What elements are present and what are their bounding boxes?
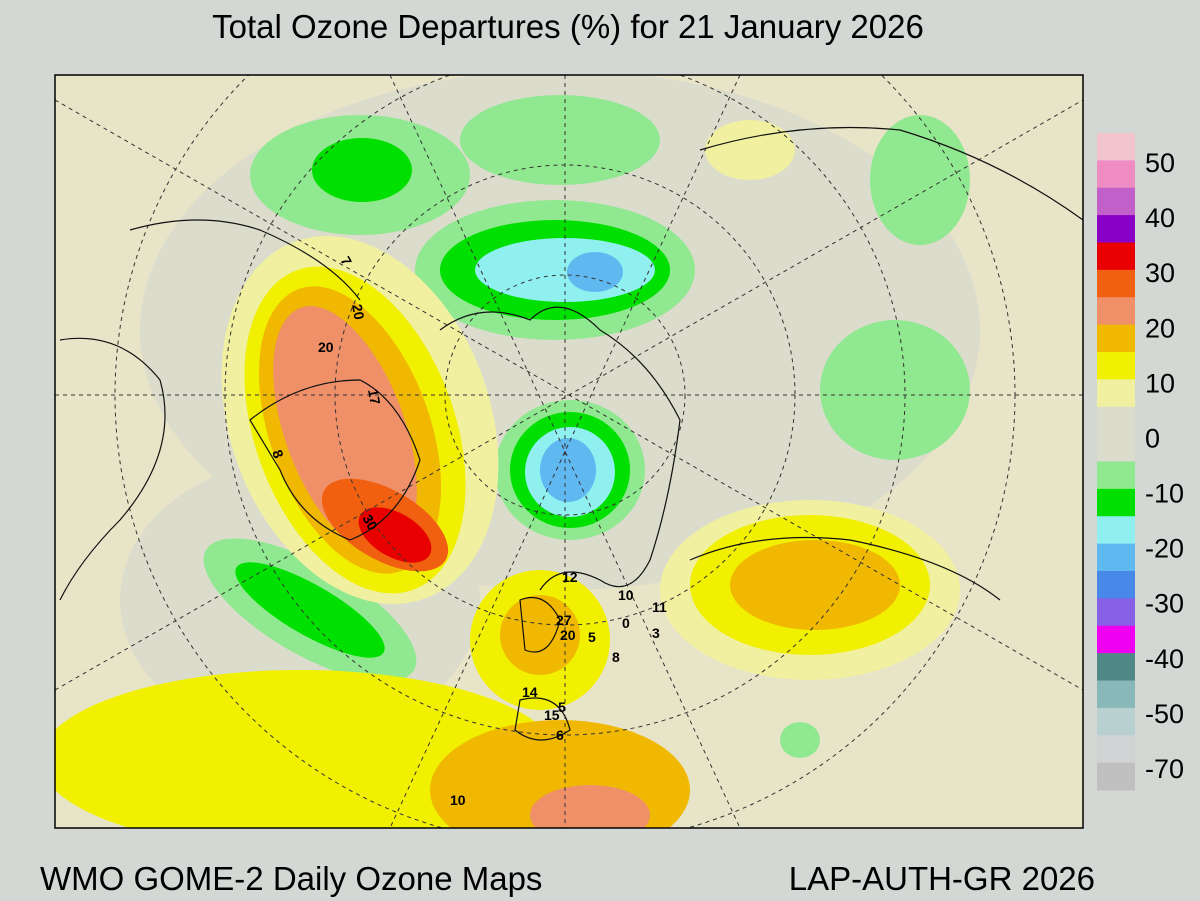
colorbar-swatch [1097, 242, 1135, 271]
footer-right: LAP-AUTH-GR 2026 [789, 860, 1095, 897]
field [870, 115, 970, 245]
colorbar-label: -10 [1145, 479, 1184, 509]
colorbar-swatch [1097, 352, 1135, 380]
colorbar-swatch [1097, 571, 1135, 599]
colorbar-label: 40 [1145, 203, 1175, 233]
footer-left: WMO GOME-2 Daily Ozone Maps [40, 860, 542, 897]
station-label: 6 [556, 727, 564, 743]
colorbar-swatch [1097, 653, 1135, 681]
field [530, 785, 650, 828]
field [705, 120, 795, 180]
station-label: 5 [558, 699, 566, 715]
title: Total Ozone Departures (%) for 21 Januar… [212, 8, 924, 45]
field [820, 320, 970, 460]
coastlines [59, 126, 1083, 741]
station-label: 14 [522, 684, 538, 700]
station-label: 20 [560, 627, 576, 643]
map: 20 20 17 8 30 12 10 11 0 3 27 20 5 8 14 … [55, 75, 1083, 828]
graticule [55, 75, 1083, 828]
colorbar-swatch [1097, 269, 1135, 298]
map-frame [54, 74, 1084, 829]
station-label: 11 [652, 599, 667, 615]
station-label: 20 [318, 339, 334, 355]
colorbar-swatch [1097, 543, 1135, 572]
station-label: 0 [622, 615, 630, 631]
colorbar-swatch [1097, 516, 1135, 545]
colorbar-swatch [1097, 762, 1135, 791]
station-label: 10 [450, 792, 466, 808]
colorbar-label: -20 [1145, 534, 1184, 564]
colorbar-swatch [1097, 735, 1135, 764]
station-label: 8 [612, 649, 620, 665]
colorbar-label: 20 [1145, 313, 1175, 343]
colorbar-swatch [1097, 379, 1135, 408]
field [312, 138, 412, 202]
field [460, 95, 660, 185]
colorbar-label: 30 [1145, 258, 1175, 288]
colorbar-swatch [1097, 406, 1135, 435]
colorbar-label: -40 [1145, 644, 1184, 674]
colorbar-swatch [1097, 324, 1135, 353]
colorbar-label: -70 [1145, 754, 1184, 784]
field [358, 507, 432, 563]
colorbar-swatch [1097, 461, 1135, 490]
station-label: 30 [359, 512, 381, 534]
station-label: 10 [618, 587, 634, 603]
station-label: 17 [365, 388, 383, 406]
colorbar-swatch [1097, 625, 1135, 654]
colorbar-label: 50 [1145, 148, 1175, 178]
station-label: 3 [652, 625, 660, 641]
colorbar: 50 40 30 20 10 0 -10 -20 -30 -40 -50 -70 [1097, 133, 1184, 791]
colorbar-label: -30 [1145, 589, 1184, 619]
colorbar-swatch [1097, 215, 1135, 243]
colorbar-swatch [1097, 133, 1135, 161]
field [235, 562, 385, 658]
colorbar-swatch [1097, 297, 1135, 326]
field [540, 438, 596, 502]
colorbar-swatch [1097, 187, 1135, 216]
station-label: 5 [588, 629, 596, 645]
field [730, 540, 900, 630]
station-label: 27 [556, 612, 572, 628]
field [780, 722, 820, 758]
station-label: 12 [562, 569, 578, 585]
colorbar-swatch [1097, 488, 1135, 517]
colorbar-swatch [1097, 707, 1135, 736]
colorbar-swatch [1097, 680, 1135, 709]
colorbar-swatch [1097, 160, 1135, 189]
colorbar-label: 0 [1145, 423, 1160, 453]
colorbar-label: 10 [1145, 368, 1175, 398]
colorbar-label: -50 [1145, 699, 1184, 729]
field [500, 595, 580, 675]
colorbar-swatch [1097, 598, 1135, 627]
field [567, 252, 623, 292]
colorbar-swatch [1097, 434, 1135, 462]
station-label: 20 [349, 303, 367, 321]
station-label: 15 [544, 707, 560, 723]
